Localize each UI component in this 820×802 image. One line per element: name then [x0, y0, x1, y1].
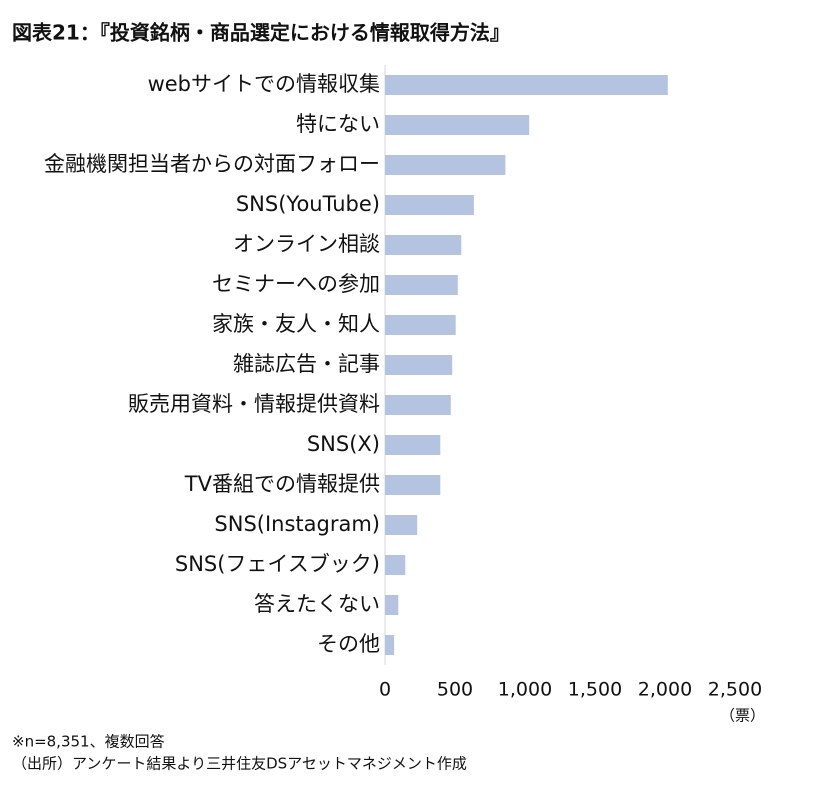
bar [385, 195, 474, 215]
y-tick-label: 特にない [296, 112, 380, 136]
bar [385, 155, 506, 175]
y-tick-label: SNS(Instagram) [214, 512, 380, 536]
bar [385, 595, 399, 615]
x-tick-label: 500 [437, 679, 473, 701]
y-tick-label: オンライン相談 [233, 232, 380, 256]
y-tick-label: SNS(X) [307, 432, 380, 456]
bar [385, 435, 441, 455]
note: ※n=8,351、複数回答 [12, 733, 165, 751]
y-tick-label: 販売用資料・情報提供資料 [128, 392, 380, 416]
y-tick-label: 答えたくない [254, 592, 380, 616]
y-tick-label: SNS(YouTube) [236, 192, 380, 216]
bar [385, 395, 451, 415]
axis-unit: （票） [720, 707, 765, 725]
x-tick-label: 1,000 [498, 679, 552, 701]
y-tick-label: 雑誌広告・記事 [233, 352, 380, 376]
bar [385, 115, 530, 135]
x-tick-label: 2,500 [708, 679, 762, 701]
x-tick-label: 0 [379, 679, 391, 701]
y-tick-label: TV番組での情報提供 [184, 472, 380, 496]
bar [385, 635, 395, 655]
y-tick-label: webサイトでの情報収集 [148, 72, 380, 96]
y-tick-label: 金融機関担当者からの対面フォロー [44, 152, 380, 176]
bar [385, 475, 441, 495]
y-tick-label: セミナーへの参加 [212, 272, 380, 296]
bar [385, 75, 668, 95]
chart-title: 図表21：『投資銘柄・商品選定における情報取得方法』 [12, 21, 510, 45]
bar [385, 275, 458, 295]
bar [385, 555, 406, 575]
y-tick-label: SNS(フェイスブック) [175, 552, 380, 576]
x-tick-label: 2,000 [638, 679, 692, 701]
bar [385, 355, 453, 375]
bar [385, 235, 462, 255]
y-tick-label: その他 [317, 632, 380, 656]
source-note: （出所）アンケート結果より三井住友DSアセットマネジメント作成 [12, 755, 467, 773]
bar [385, 515, 418, 535]
x-tick-label: 1,500 [568, 679, 622, 701]
bar [385, 315, 456, 335]
y-tick-label: 家族・友人・知人 [212, 312, 380, 336]
